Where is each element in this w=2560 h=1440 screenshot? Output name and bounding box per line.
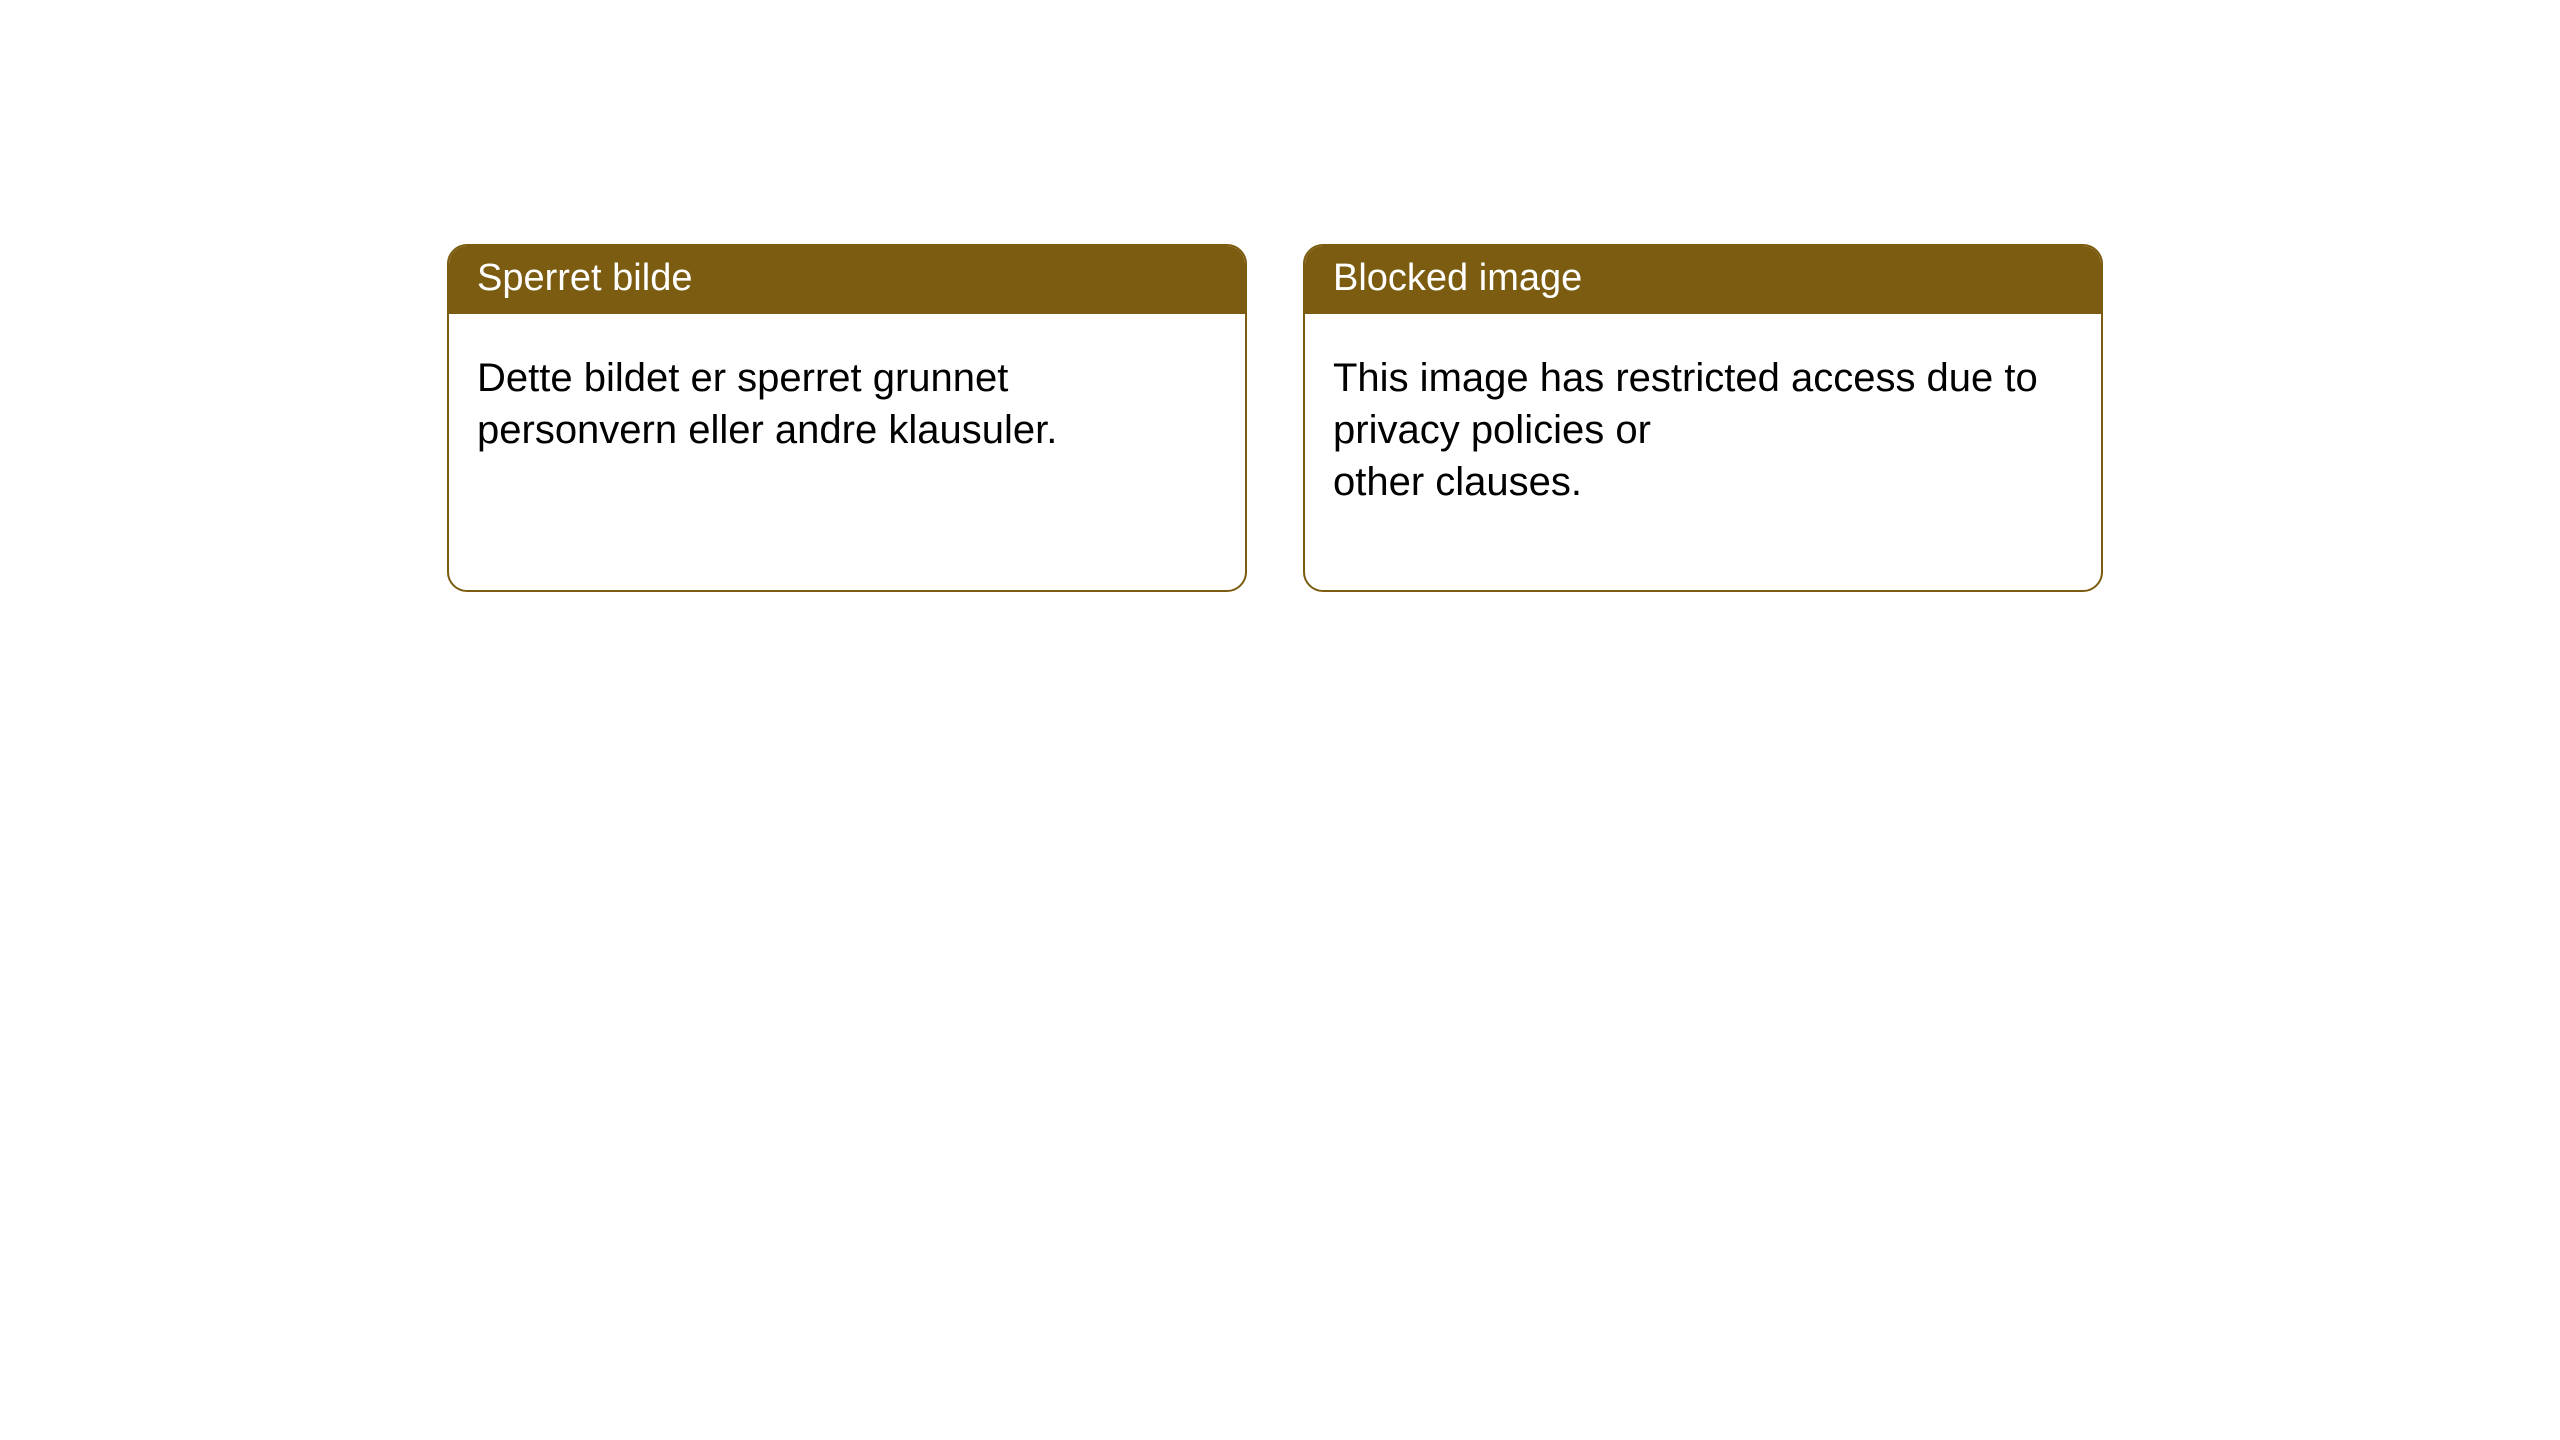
blocked-image-card-en: Blocked image This image has restricted … (1303, 244, 2103, 592)
card-header-en: Blocked image (1305, 246, 2101, 314)
card-body-no: Dette bildet er sperret grunnet personve… (449, 314, 1245, 590)
card-body-en: This image has restricted access due to … (1305, 314, 2101, 590)
card-header-no: Sperret bilde (449, 246, 1245, 314)
notice-container: Sperret bilde Dette bildet er sperret gr… (0, 0, 2560, 592)
blocked-image-card-no: Sperret bilde Dette bildet er sperret gr… (447, 244, 1247, 592)
